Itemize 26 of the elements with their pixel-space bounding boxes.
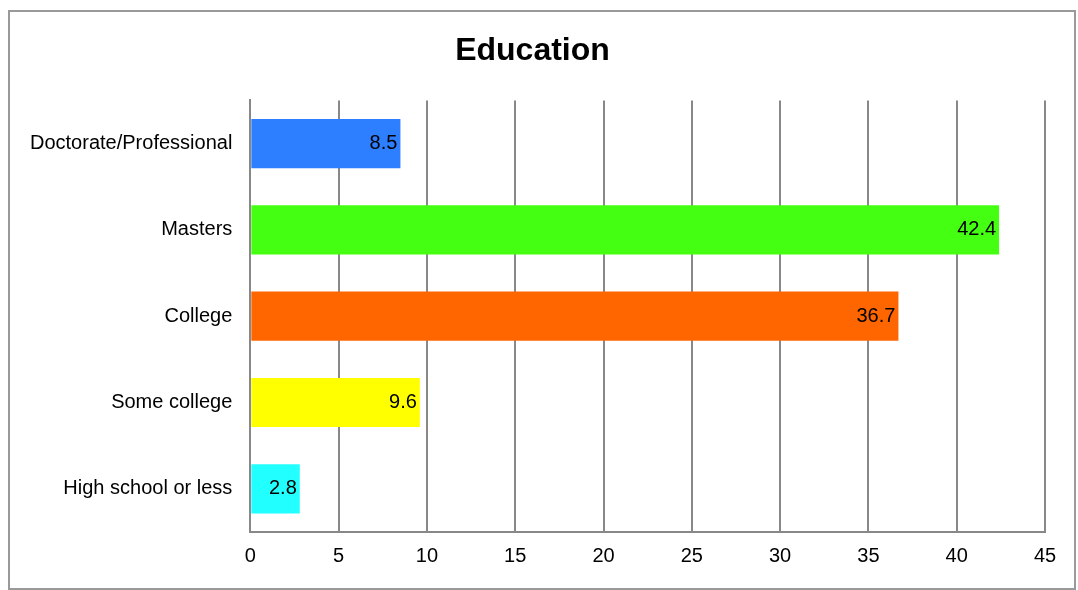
data-label: 8.5 [369, 131, 398, 154]
data-label: 9.6 [389, 390, 417, 413]
bar [251, 118, 401, 169]
x-tick-label: 45 [1033, 543, 1057, 566]
y-tick-label: Some college [111, 390, 233, 413]
chart-title: Education [455, 31, 610, 68]
x-tick-label: 40 [945, 543, 968, 566]
x-tick-label: 25 [680, 543, 703, 566]
bar [251, 464, 300, 514]
bar [251, 377, 420, 428]
y-tick-label: College [164, 303, 233, 326]
x-tick-label: 5 [333, 543, 345, 566]
data-label: 42.4 [957, 217, 997, 240]
data-label: 2.8 [268, 476, 297, 499]
x-tick-label: 35 [857, 543, 880, 566]
x-tick-label: 0 [244, 543, 256, 566]
x-tick-label: 10 [415, 543, 439, 566]
x-tick-label: 15 [504, 543, 527, 566]
bar [251, 205, 1000, 255]
y-tick-label: Masters [161, 217, 233, 240]
bar [251, 291, 899, 341]
y-tick-label: High school or less [63, 476, 233, 499]
y-tick-label: Doctorate/Professional [30, 131, 233, 154]
x-tick-label: 30 [768, 543, 792, 566]
data-label: 36.7 [856, 303, 896, 326]
x-tick-label: 20 [592, 543, 615, 566]
